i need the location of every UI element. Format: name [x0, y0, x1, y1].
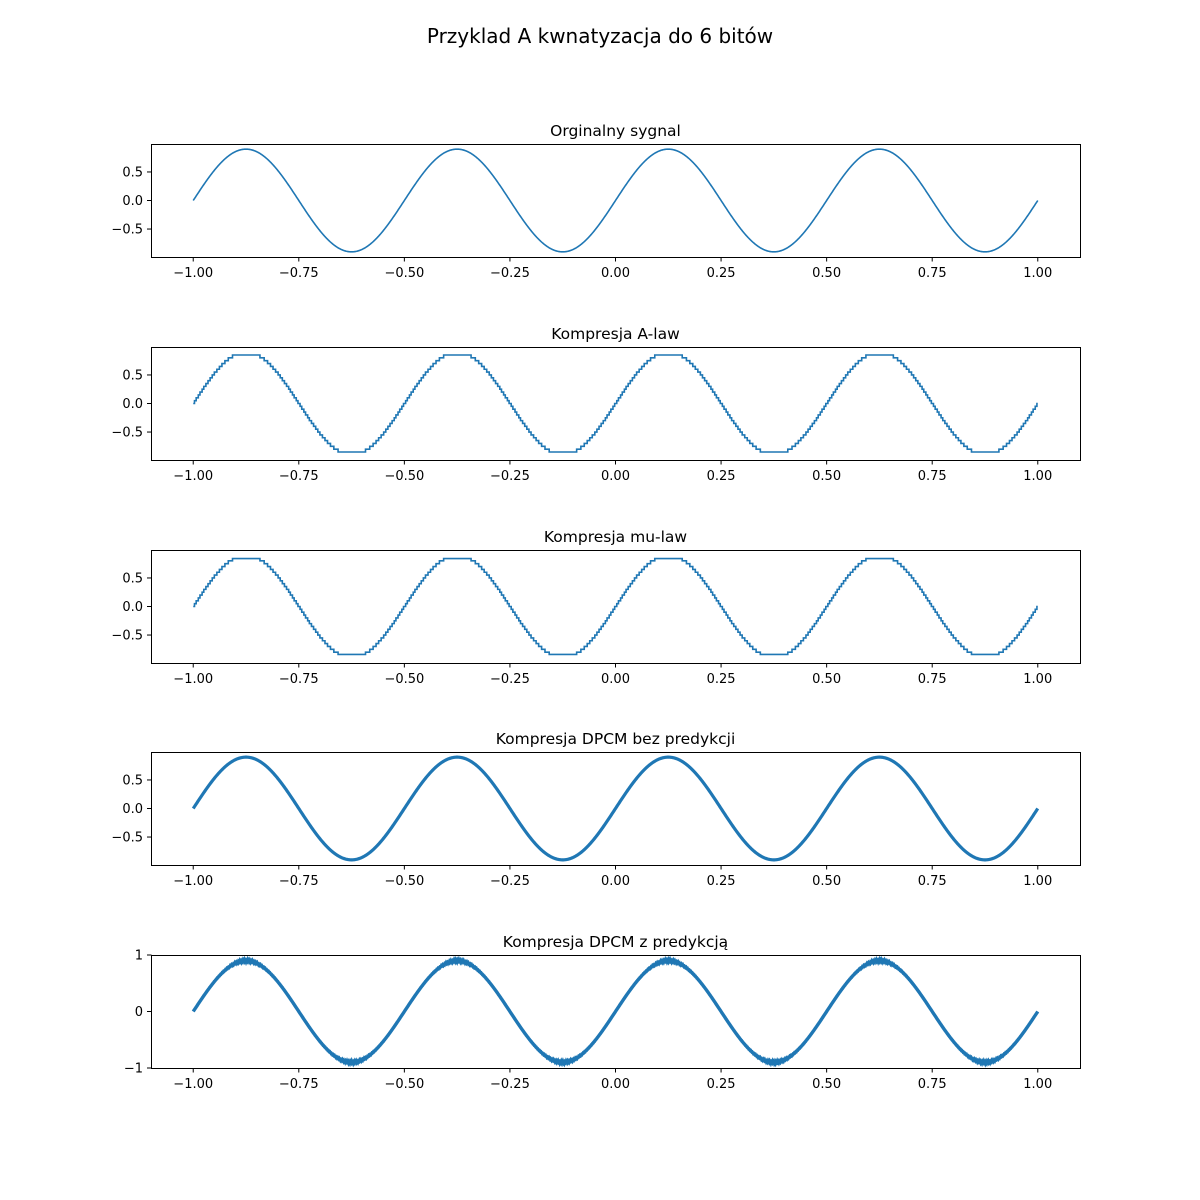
y-tick-label: 0.0: [122, 802, 143, 817]
x-tick-label: −0.50: [384, 266, 424, 281]
x-tick-label: −0.25: [490, 672, 530, 687]
x-tick-label: −0.25: [490, 1077, 530, 1092]
series-line: [193, 354, 1038, 453]
x-tick-label: 0.00: [601, 469, 630, 484]
x-tick-label: 0.25: [707, 266, 736, 281]
subplot-title: Orginalny sygnal: [550, 122, 681, 140]
x-tick-label: 0.00: [601, 672, 630, 687]
y-tick-label: −0.5: [111, 426, 143, 441]
y-tick-label: 0.0: [122, 194, 143, 209]
x-tick-label: −0.50: [384, 672, 424, 687]
y-tick-label: 0: [135, 1005, 143, 1020]
x-tick-label: 0.50: [812, 469, 841, 484]
x-tick-label: 0.25: [707, 874, 736, 889]
x-tick-label: 1.00: [1023, 874, 1052, 889]
x-tick-label: −1.00: [173, 672, 213, 687]
x-tick-label: −0.75: [279, 874, 319, 889]
x-tick-label: −0.25: [490, 469, 530, 484]
x-tick-label: 0.50: [812, 874, 841, 889]
x-tick-label: 0.50: [812, 266, 841, 281]
x-tick-label: 0.75: [918, 1077, 947, 1092]
x-tick-label: 0.00: [601, 874, 630, 889]
y-tick-label: 0.5: [122, 773, 143, 788]
x-tick-label: 1.00: [1023, 266, 1052, 281]
figure-suptitle: Przyklad A kwnatyzacja do 6 bitów: [427, 24, 773, 48]
subplot-title: Kompresja A-law: [551, 325, 680, 343]
x-tick-label: −1.00: [173, 874, 213, 889]
x-tick-label: −1.00: [173, 1077, 213, 1092]
x-tick-label: 0.50: [812, 1077, 841, 1092]
series-line: [191, 755, 1040, 862]
x-tick-label: 0.00: [601, 266, 630, 281]
subplot-5: Kompresja DPCM z predykcją −1.00 −0.75 −0.5…: [124, 933, 1081, 1092]
x-tick-label: 0.75: [918, 266, 947, 281]
subplots: Orginalny sygnal−1.00 −0.75 −0.50 −0.25 0.00…: [111, 122, 1081, 1092]
x-tick-label: −0.50: [384, 874, 424, 889]
x-tick-label: 0.00: [601, 1077, 630, 1092]
y-tick-label: 0.0: [122, 600, 143, 615]
subplot-title: Kompresja mu-law: [544, 528, 688, 546]
x-tick-label: 0.75: [918, 469, 947, 484]
x-tick-label: −1.00: [173, 266, 213, 281]
subplot-2: Kompresja A-law −1.00 −0.75 −0.50 −0.25 0.00 0…: [111, 325, 1081, 484]
x-tick-label: 0.50: [812, 672, 841, 687]
x-tick-label: 0.25: [707, 1077, 736, 1092]
x-tick-label: 0.25: [707, 672, 736, 687]
x-tick-label: 0.75: [918, 874, 947, 889]
y-tick-label: −0.5: [111, 629, 143, 644]
y-tick-label: −0.5: [111, 831, 143, 846]
subplot-title: Kompresja DPCM z predykcją: [503, 933, 728, 951]
x-tick-label: 0.25: [707, 469, 736, 484]
y-tick-label: −1: [124, 1062, 143, 1077]
x-tick-label: −1.00: [173, 469, 213, 484]
x-tick-label: 1.00: [1023, 469, 1052, 484]
y-tick-label: 1: [135, 949, 143, 964]
y-tick-label: 0.5: [122, 165, 143, 180]
subplot-title: Kompresja DPCM bez predykcji: [496, 730, 736, 748]
x-tick-label: −0.25: [490, 874, 530, 889]
x-tick-label: 1.00: [1023, 672, 1052, 687]
series-line: [193, 557, 1038, 656]
y-tick-label: −0.5: [111, 223, 143, 238]
x-tick-label: −0.75: [279, 266, 319, 281]
x-tick-label: −0.75: [279, 469, 319, 484]
y-tick-label: 0.5: [122, 368, 143, 383]
x-tick-label: 0.75: [918, 672, 947, 687]
series-line: [192, 148, 1039, 253]
x-tick-label: −0.75: [279, 1077, 319, 1092]
x-tick-label: −0.75: [279, 672, 319, 687]
y-tick-label: 0.5: [122, 571, 143, 586]
y-tick-label: 0.0: [122, 397, 143, 412]
subplot-1: Orginalny sygnal−1.00 −0.75 −0.50 −0.25 0.00…: [111, 122, 1081, 281]
x-tick-label: −0.50: [384, 469, 424, 484]
x-tick-label: 1.00: [1023, 1077, 1052, 1092]
x-tick-label: −0.50: [384, 1077, 424, 1092]
subplot-3: Kompresja mu-law−1.00 −0.75 −0.50 −0.25 0.00…: [111, 528, 1081, 687]
subplot-4: Kompresja DPCM bez predykcji −1.00 −0.75 −0…: [111, 730, 1081, 889]
x-tick-label: −0.25: [490, 266, 530, 281]
series-line: [191, 955, 1040, 1068]
